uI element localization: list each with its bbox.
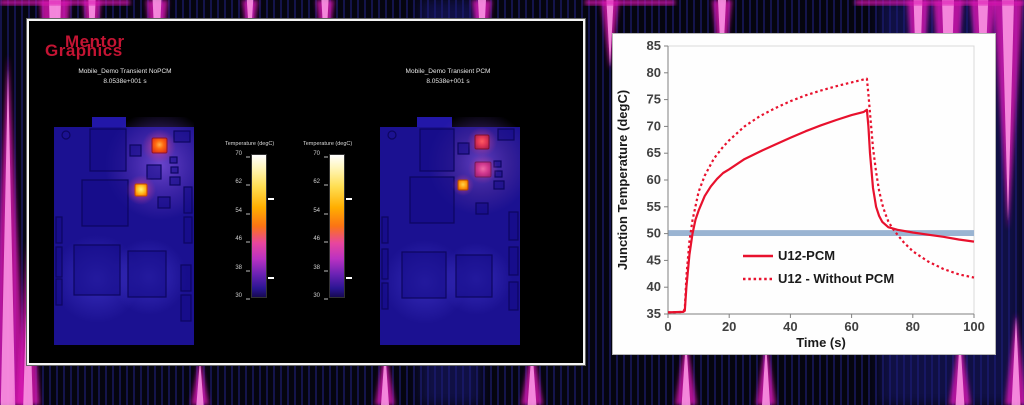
color-scale-tick-mark xyxy=(246,213,250,215)
color-scale-tick-mark xyxy=(324,184,328,186)
color-scale-tick-label: 30 xyxy=(313,293,320,299)
color-scale-tick-mark xyxy=(246,270,250,272)
logo-line1: Mentor xyxy=(65,32,125,51)
color-scale-tick-mark xyxy=(324,270,328,272)
color-scale-gradient-bar xyxy=(329,154,352,298)
hotspot-small-pcm xyxy=(457,179,469,191)
color-scale-tick-mark xyxy=(324,298,328,300)
color-scale-title: Temperature (degC) xyxy=(225,141,275,147)
color-scale-tick-mark xyxy=(246,184,250,186)
waveform-spike-core xyxy=(0,69,16,405)
color-scale-ticks: 70 62 54 46 38 30 xyxy=(303,151,328,300)
color-scale-ticks: 70 62 54 46 38 30 xyxy=(225,151,250,300)
color-scale-tick-label: 54 xyxy=(235,207,242,214)
board-components xyxy=(55,128,193,322)
view-title-text: Mobile_Demo Transient PCM xyxy=(405,68,491,75)
y-tick-label: 75 xyxy=(647,92,661,107)
y-tick-label: 45 xyxy=(647,252,661,267)
waveform-top-streak xyxy=(0,0,130,5)
y-tick-label: 60 xyxy=(647,172,661,187)
waveform-spike-core xyxy=(681,339,691,405)
thermal-map-nopcm xyxy=(54,117,194,345)
waveform-spike-core xyxy=(1002,0,1014,221)
color-scale-tick-label: 70 xyxy=(313,151,320,157)
color-scale-tick-label: 62 xyxy=(235,179,242,186)
hotspot-secondary-pcm xyxy=(474,161,492,178)
color-scale-tick-mark xyxy=(324,156,328,158)
x-tick-label: 40 xyxy=(783,319,797,334)
color-scale-tick-label: 38 xyxy=(313,264,320,271)
color-scale-tick-label: 30 xyxy=(235,293,242,299)
series-u12-pcm xyxy=(667,108,975,314)
waveform-spike-core xyxy=(196,358,204,405)
series-u12---without-pcm xyxy=(667,77,975,314)
y-tick-label: 35 xyxy=(647,306,661,321)
color-scale-tick-label: 54 xyxy=(313,207,320,214)
y-tick-label: 85 xyxy=(647,38,661,53)
color-scale-title: Temperature (degC) xyxy=(303,141,353,147)
hotspot-u12-pcm xyxy=(474,134,490,150)
thermal-map-pcm xyxy=(380,117,520,345)
color-scale-tick-mark xyxy=(324,213,328,215)
view-title-text: Mobile_Demo Transient NoPCM xyxy=(78,68,172,75)
waveform-top-streak xyxy=(585,0,675,5)
x-tick-label: 80 xyxy=(906,319,920,334)
view-title-nopcm: Mobile_Demo Transient NoPCM 8.0538e+001 … xyxy=(55,67,195,87)
x-tick-label: 0 xyxy=(664,319,671,334)
y-tick-label: 40 xyxy=(647,279,661,294)
waveform-spike-core xyxy=(955,335,965,405)
view-time-label: 8.0538e+001 s xyxy=(426,77,470,85)
waveform-spike-core xyxy=(1011,316,1021,405)
color-scale-tick-label: 62 xyxy=(313,179,320,186)
color-scale-tick-mark xyxy=(246,298,250,300)
flotherm-screenshot-panel: Mentor Graphics Mobile_Demo Transient No… xyxy=(27,19,585,365)
color-scale-gradient-bar xyxy=(251,154,274,298)
junction-temperature-chart-panel: 0 20 40 60 80 100 35 40 45 50 55 60 65 70 75 80 85 Time (… xyxy=(612,33,996,355)
view-title-pcm: Mobile_Demo Transient PCM 8.0538e+001 s xyxy=(378,67,518,87)
y-tick-label: 50 xyxy=(647,226,661,241)
waveform-top-streak xyxy=(855,0,1024,5)
y-tick-label: 55 xyxy=(647,199,661,214)
x-tick-label: 100 xyxy=(963,319,985,334)
temperature-color-scale-left: Temperature (degC) 70 62 54 46 38 30 xyxy=(225,141,297,300)
x-axis-title: Time (s) xyxy=(796,335,846,350)
color-scale-tick-label: 70 xyxy=(235,151,242,157)
color-scale-tick-label: 38 xyxy=(235,264,242,271)
color-scale-tick-label: 46 xyxy=(235,236,242,243)
waveform-spike-core xyxy=(762,341,770,405)
color-scale-tick-mark xyxy=(246,156,250,158)
legend-item-label: U12 - Without PCM xyxy=(778,271,894,286)
color-scale-tick-mark xyxy=(246,241,250,243)
hotspot-secondary-nopcm xyxy=(134,183,148,197)
legend-item-label: U12-PCM xyxy=(778,248,835,263)
waveform-spike-core xyxy=(527,345,537,405)
logo-line2: Graphics xyxy=(45,41,123,60)
line-chart: 0 20 40 60 80 100 35 40 45 50 55 60 65 70 75 80 85 Time (… xyxy=(615,38,985,350)
y-tick-label: 70 xyxy=(647,118,661,133)
color-scale-tick-mark xyxy=(324,241,328,243)
x-tick-label: 20 xyxy=(722,319,736,334)
view-time-label: 8.0538e+001 s xyxy=(103,77,147,85)
waveform-spike-core xyxy=(381,349,389,405)
board-components xyxy=(381,128,519,311)
y-tick-label: 65 xyxy=(647,145,661,160)
hotspot-u12-nopcm xyxy=(151,137,168,154)
y-tick-label: 80 xyxy=(647,65,661,80)
mentor-graphics-logo: Mentor Graphics xyxy=(45,33,125,59)
color-scale-tick-label: 46 xyxy=(313,236,320,243)
temperature-color-scale-right: Temperature (degC) 70 62 54 46 38 30 xyxy=(303,141,375,300)
reference-band-50degC xyxy=(668,230,974,237)
waveform-spike-core xyxy=(606,0,614,68)
y-axis-title: Junction Temperature (degC) xyxy=(615,90,630,270)
x-tick-label: 60 xyxy=(844,319,858,334)
